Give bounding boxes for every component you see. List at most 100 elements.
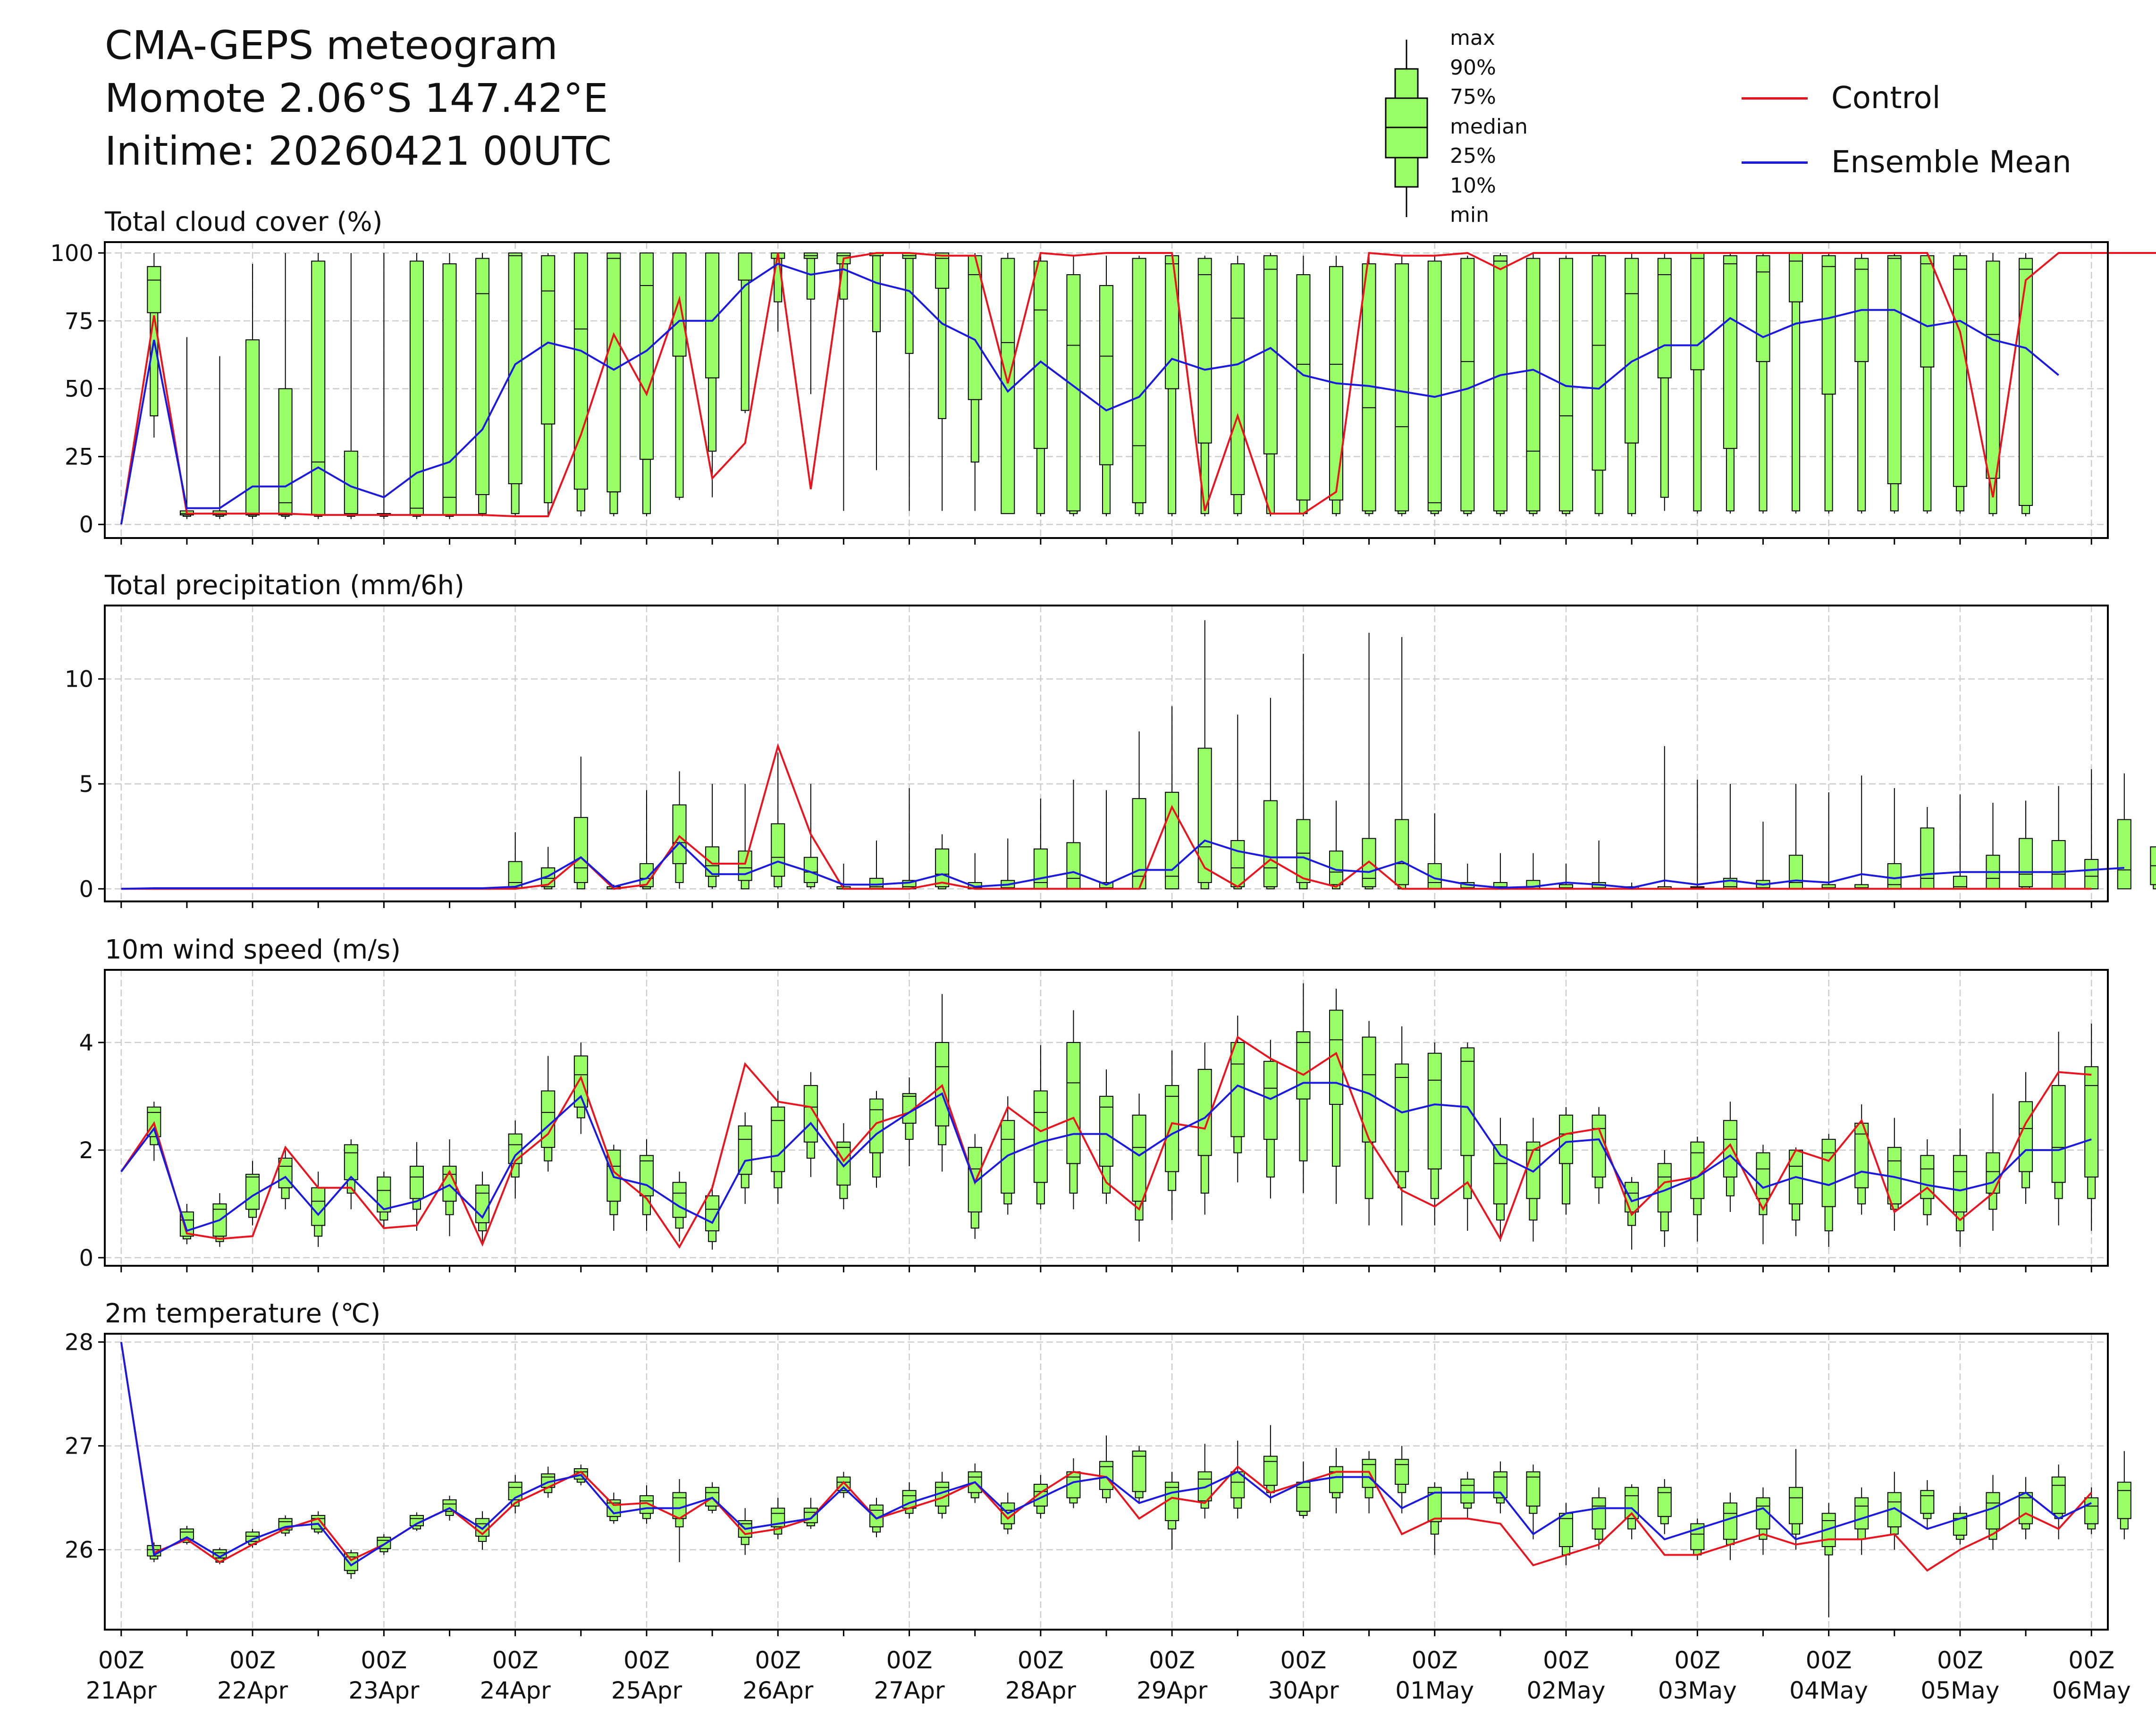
x-tick-label-time: 00Z bbox=[229, 1647, 276, 1674]
figure-title: CMA-GEPS meteogram Momote 2.06°S 147.42°… bbox=[105, 19, 612, 177]
x-tick-label-time: 00Z bbox=[1937, 1647, 1983, 1674]
box-iqr bbox=[1592, 1497, 1606, 1530]
box-264h bbox=[1559, 863, 1574, 890]
box-270h bbox=[1592, 1487, 1606, 1550]
box-lower-tail bbox=[675, 1518, 684, 1528]
box-lower-tail bbox=[2087, 1523, 2096, 1530]
box-iqr bbox=[1625, 258, 1639, 444]
panel-frame bbox=[104, 241, 2109, 539]
box-iqr bbox=[1493, 1144, 1508, 1204]
legend-label-median: median bbox=[1450, 114, 1528, 139]
box-240h bbox=[1427, 1042, 1442, 1226]
y-tick-label: 0 bbox=[79, 876, 93, 902]
control-line bbox=[120, 1035, 2092, 1249]
box-iqr bbox=[1526, 1471, 1541, 1507]
y-tick-label: 50 bbox=[65, 376, 93, 403]
box-iqr bbox=[1789, 252, 1803, 303]
box-lower-tail bbox=[1529, 1506, 1538, 1514]
box-204h bbox=[1230, 1015, 1245, 1183]
box-342h bbox=[1986, 253, 2000, 516]
box-iqr bbox=[1657, 258, 1672, 379]
box-lower-tail bbox=[2153, 884, 2156, 890]
box-342h bbox=[1986, 1475, 2000, 1550]
box-12h bbox=[179, 337, 194, 519]
box-6h bbox=[147, 253, 161, 438]
box-lower-tail bbox=[741, 1174, 750, 1188]
box-276h bbox=[1625, 1484, 1639, 1540]
box-222h bbox=[1329, 988, 1344, 1204]
box-iqr bbox=[1132, 1450, 1146, 1492]
box-iqr bbox=[1559, 1114, 1574, 1164]
box-lower-tail bbox=[1299, 882, 1308, 890]
box-iqr bbox=[738, 1125, 752, 1175]
box-222h bbox=[1329, 1448, 1344, 1514]
box-138h bbox=[869, 1091, 884, 1188]
panel-frame bbox=[104, 1333, 2109, 1631]
box-330h bbox=[1920, 1139, 1935, 1226]
box-204h bbox=[1230, 715, 1245, 890]
box-186h bbox=[1132, 731, 1146, 890]
box-246h bbox=[1460, 1472, 1475, 1519]
box-186h bbox=[1132, 1094, 1146, 1242]
box-lower-tail bbox=[1233, 1136, 1242, 1153]
panel-frame bbox=[104, 605, 2109, 902]
box-156h bbox=[968, 1134, 982, 1239]
box-lower-tail bbox=[1463, 1155, 1472, 1199]
box-lower-tail bbox=[1168, 388, 1177, 514]
x-tick-label-date: 30Apr bbox=[1268, 1677, 1339, 1704]
box-iqr bbox=[1756, 255, 1770, 362]
box-186h bbox=[1132, 255, 1146, 516]
box-84h bbox=[573, 1042, 588, 1134]
box-lower-tail bbox=[806, 1141, 815, 1159]
box-iqr bbox=[1165, 1085, 1179, 1172]
box-iqr bbox=[935, 848, 950, 887]
legend-label-ensemble-mean: Ensemble Mean bbox=[1831, 145, 2072, 180]
box-240h bbox=[1427, 255, 1442, 516]
box-lower-tail bbox=[741, 880, 750, 890]
box-lower-tail bbox=[938, 287, 947, 419]
box-iqr bbox=[442, 263, 457, 516]
box-iqr bbox=[475, 258, 490, 495]
box-258h bbox=[1526, 853, 1541, 890]
box-lower-tail bbox=[2021, 1523, 2030, 1530]
box-lower-tail bbox=[708, 377, 717, 452]
box-iqr bbox=[278, 388, 293, 516]
box-iqr bbox=[1789, 1487, 1803, 1524]
box-lower-tail bbox=[379, 1211, 388, 1221]
legend-boxplot-icon bbox=[1385, 40, 1428, 217]
box-iqr bbox=[738, 252, 752, 281]
box-lower-tail bbox=[1496, 1497, 1505, 1504]
box-iqr bbox=[2084, 1497, 2099, 1524]
x-tick-label-time: 00Z bbox=[1674, 1647, 1720, 1674]
box-348h bbox=[2019, 1072, 2033, 1204]
box-270h bbox=[1592, 253, 1606, 516]
box-228h bbox=[1362, 1451, 1376, 1514]
x-tick-label-time: 00Z bbox=[1412, 1647, 1458, 1674]
box-336h bbox=[1953, 1128, 1967, 1247]
box-324h bbox=[1887, 788, 1902, 890]
box-iqr bbox=[1066, 274, 1081, 512]
box-lower-tail bbox=[1266, 1139, 1275, 1178]
box-306h bbox=[1789, 252, 1803, 514]
box-156h bbox=[968, 853, 982, 890]
panel-title: 10m wind speed (m/s) bbox=[105, 934, 401, 965]
legend-label-p25: 25% bbox=[1450, 144, 1496, 168]
x-tick-label-time: 00Z bbox=[1018, 1647, 1064, 1674]
box-iqr bbox=[639, 863, 654, 887]
y-tick-label: 2 bbox=[79, 1137, 93, 1164]
legend-label-p10: 10% bbox=[1450, 173, 1496, 198]
y-tick-label: 26 bbox=[65, 1537, 93, 1564]
box-lower-tail bbox=[1233, 1497, 1242, 1509]
box-342h bbox=[1986, 803, 2000, 890]
box-198h bbox=[1197, 1042, 1212, 1215]
box-336h bbox=[1953, 794, 1967, 890]
ensemble-mean-line bbox=[121, 839, 2124, 890]
box-iqr bbox=[1427, 261, 1442, 512]
box-lower-tail bbox=[872, 255, 881, 332]
box-iqr bbox=[1986, 1152, 2000, 1194]
box-lower-tail bbox=[248, 1209, 257, 1218]
box-iqr bbox=[1033, 1090, 1048, 1183]
box-174h bbox=[1066, 255, 1081, 516]
box-lower-tail bbox=[2021, 505, 2030, 514]
